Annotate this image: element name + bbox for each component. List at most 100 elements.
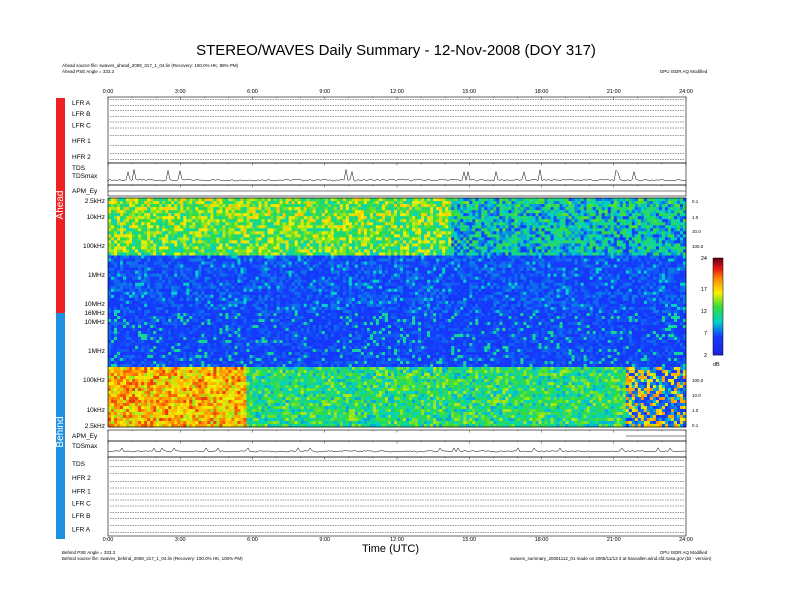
right-tick-ahead: 0.1 [692, 199, 699, 204]
spectrogram [108, 198, 687, 428]
ahead-dpu-label: DPU ISDR AQ Modified [660, 69, 708, 74]
behind-panel-label: LFR C [72, 501, 91, 508]
spectrogram-frame [107, 197, 687, 428]
right-tick-ahead: 100.0 [692, 244, 704, 249]
colorbar-segment [713, 325, 723, 328]
ahead-panel-label: HFR 2 [72, 154, 91, 161]
colorbar-segment [713, 258, 723, 260]
colorbar-segment [713, 338, 723, 341]
behind-housekeeping-frame [107, 456, 687, 537]
behind-panel-label: HFR 2 [72, 475, 91, 482]
colorbar-segment [713, 304, 723, 307]
ahead-tds-label: TDS [72, 165, 86, 172]
colorbar-tick: 7 [704, 331, 707, 337]
colorbar-segment [713, 280, 723, 283]
x-tick-bottom: 18:00 [535, 537, 549, 543]
colorbar-segment [713, 345, 723, 348]
right-tick-behind: 10.0 [692, 393, 701, 398]
x-tick-bottom: 3:00 [175, 537, 186, 543]
colorbar-segment [713, 327, 723, 330]
colorbar-segment [713, 351, 723, 354]
colorbar-segment [713, 298, 723, 301]
x-tick-top: 12:00 [390, 89, 404, 95]
colorbar-frame [712, 257, 724, 356]
x-tick-bottom: 0:00 [103, 537, 114, 543]
ahead-side-bar [56, 98, 65, 313]
colorbar-tick: 17 [701, 287, 707, 293]
x-tick-bottom: 15:00 [462, 537, 476, 543]
colorbar-segment [713, 319, 723, 322]
right-tick-behind: 0.1 [692, 423, 699, 428]
behind-side-bar [56, 313, 65, 539]
colorbar-segment [713, 270, 723, 273]
behind-apm-label: APM_Ey [72, 433, 98, 440]
right-tick-behind: 100.0 [692, 378, 704, 383]
ahead-source-file: Ahead source file: swaves_ahead_2008_317… [62, 63, 239, 68]
ahead-panel-label: HFR 1 [72, 138, 91, 145]
freq-tick-behind: 10MHz [84, 319, 105, 326]
colorbar-segment [713, 283, 723, 286]
generation-note: swaves_summary_20081112_01 made on 2008/… [510, 556, 712, 561]
x-tick-top: 9:00 [319, 89, 330, 95]
colorbar-segment [713, 309, 723, 312]
colorbar-segment [713, 346, 723, 349]
right-tick-ahead: 10.0 [692, 229, 701, 234]
behind-label: Behind [55, 416, 66, 447]
freq-tick-ahead: 10MHz [84, 301, 105, 308]
colorbar-segment [713, 317, 723, 320]
ahead-panel-label: LFR B [72, 111, 90, 118]
colorbar-segment [713, 296, 723, 299]
x-tick-top: 18:00 [535, 89, 549, 95]
colorbar-segment [713, 293, 723, 296]
freq-tick-behind: 100kHz [83, 377, 105, 384]
freq-tick-ahead: 2.5kHz [85, 198, 105, 205]
colorbar-tick: 2 [704, 353, 707, 359]
colorbar-segment [713, 261, 723, 264]
ahead-panel-label: LFR A [72, 100, 91, 107]
colorbar-segment [713, 275, 723, 278]
colorbar-segment [713, 340, 723, 343]
colorbar-segment [713, 337, 723, 340]
freq-tick-ahead: 10kHz [87, 214, 105, 221]
colorbar-segment [713, 348, 723, 351]
colorbar-segment [713, 282, 723, 285]
ahead-label: Ahead [55, 191, 66, 220]
behind-panel-label: TDS [72, 461, 86, 468]
colorbar-segment [713, 324, 723, 327]
colorbar-segment [713, 269, 723, 272]
freq-tick-behind: 10kHz [87, 407, 105, 414]
colorbar-segment [713, 316, 723, 319]
x-tick-bottom: 6:00 [247, 537, 258, 543]
freq-tick-ahead: 100kHz [83, 243, 105, 250]
colorbar-segment [713, 321, 723, 323]
colorbar-segment [713, 306, 723, 309]
x-axis-label: Time (UTC) [362, 543, 420, 555]
behind-dpu-label: DPU ISDR AQ Modified [660, 550, 708, 555]
colorbar-segment [713, 311, 723, 314]
colorbar-segment [713, 322, 723, 325]
x-tick-top: 3:00 [175, 89, 186, 95]
colorbar-segment [713, 335, 723, 338]
freq-tick-behind: 2.5kHz [85, 423, 105, 430]
behind-source-file: Behind source file: swaves_behind_2008_3… [62, 556, 243, 561]
colorbar-segment [713, 288, 723, 291]
ahead-apm-label: APM_Ey [72, 188, 98, 195]
colorbar-segment [713, 308, 723, 311]
colorbar-segment [713, 300, 723, 302]
colorbar-segment [713, 329, 723, 332]
colorbar-segment [713, 312, 723, 315]
colorbar-segment [713, 303, 723, 306]
colorbar-segment [713, 333, 723, 336]
x-tick-top: 6:00 [247, 89, 258, 95]
ahead-tds-trace [107, 169, 687, 182]
colorbar-segment [713, 343, 723, 346]
x-tick-top: 24:00 [679, 89, 693, 95]
colorbar-segment [713, 330, 723, 333]
colorbar-segment [713, 342, 723, 344]
x-tick-bottom: 12:00 [390, 537, 404, 543]
x-tick-top: 0:00 [103, 89, 114, 95]
colorbar-segment [713, 264, 723, 267]
ahead-pse-angle: Ahead PSE Angle = 333.3 [62, 69, 115, 74]
right-tick-ahead: 1.0 [692, 215, 699, 220]
